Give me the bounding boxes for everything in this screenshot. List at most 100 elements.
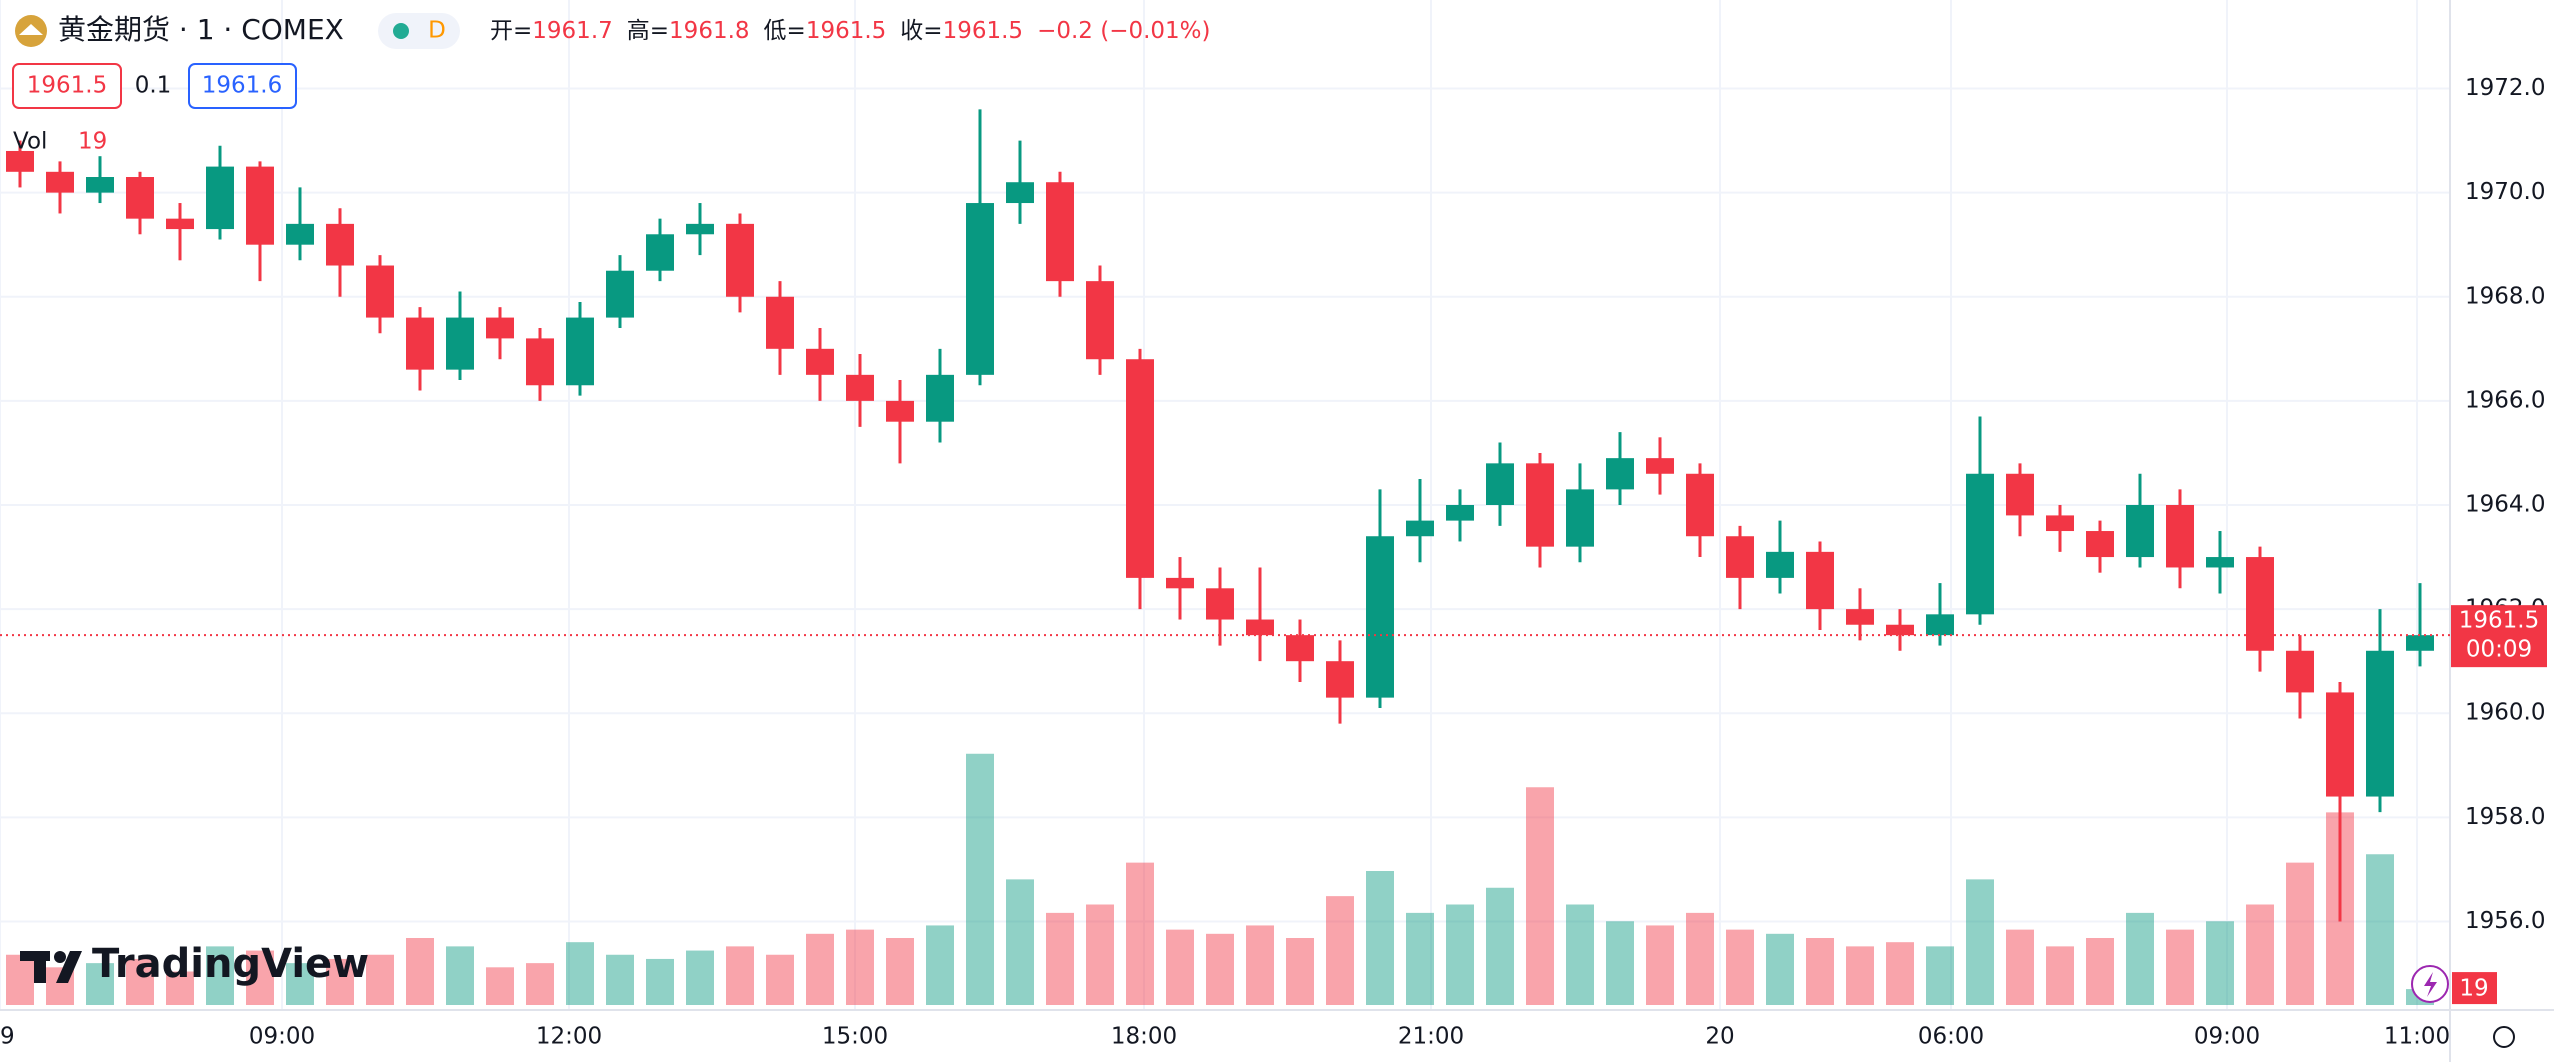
volume-bar <box>1686 912 1714 1005</box>
candle-body <box>2086 531 2114 558</box>
candle-body <box>206 166 234 230</box>
candle-body <box>1526 463 1554 547</box>
volume-bar <box>126 958 154 1005</box>
volume-bar <box>1246 925 1274 1005</box>
volume-bar <box>1326 896 1354 1005</box>
volume-bar <box>2286 862 2314 1005</box>
candle-body <box>246 166 274 245</box>
candle-body <box>1846 609 1874 625</box>
volume-bar <box>526 963 554 1005</box>
symbol-title[interactable]: 黄金期货 · 1 · COMEX <box>58 13 344 46</box>
volume-bar <box>446 946 474 1005</box>
volume-bar <box>2206 921 2234 1005</box>
volume-bar <box>286 963 314 1005</box>
volume-bar <box>966 753 994 1005</box>
candle-body <box>126 177 154 219</box>
candle-body <box>1486 463 1514 505</box>
volume-bar <box>726 946 754 1005</box>
candle-body <box>2006 473 2034 516</box>
alert-glyph <box>2424 972 2437 997</box>
volume-bar <box>326 958 354 1005</box>
settings-icon[interactable] <box>2493 1026 2515 1048</box>
last-price-label: 1961.5 <box>2459 608 2539 634</box>
candle-body <box>2406 635 2434 651</box>
volume-bar <box>2126 912 2154 1005</box>
candle-body <box>2366 650 2394 797</box>
x-tick-label: 21:00 <box>1398 1024 1464 1050</box>
candle-body <box>686 223 714 235</box>
volume-bar <box>1766 933 1794 1005</box>
candle-body <box>6 150 34 172</box>
volume-bar <box>1046 912 1074 1005</box>
y-tick-label: 1960.0 <box>2465 700 2545 726</box>
y-tick-label: 1968.0 <box>2465 283 2545 309</box>
ohlc-key: 高= <box>627 18 669 44</box>
countdown: 00:09 <box>2466 637 2532 663</box>
candle-body <box>806 348 834 375</box>
volume-bar <box>6 954 34 1005</box>
volume-bar <box>806 933 834 1005</box>
volume-bar <box>766 954 794 1005</box>
candle-body <box>1406 520 1434 537</box>
candle-body <box>886 400 914 422</box>
x-tick-label: 20 <box>1705 1024 1734 1050</box>
candle-body <box>2126 505 2154 558</box>
candle-body <box>926 374 954 422</box>
candle-body <box>766 296 794 349</box>
volume-bar <box>1846 946 1874 1005</box>
ohlc-legend: 开=1961.7 高=1961.8 低=1961.5 收=1961.5 −0.2 (−0… <box>490 18 1211 44</box>
volume-bar <box>886 938 914 1005</box>
volume-bar <box>2166 929 2194 1005</box>
bid-box[interactable] <box>12 63 122 109</box>
last-price-box <box>2451 605 2547 668</box>
volume-bar <box>1006 879 1034 1005</box>
axes: 1956.01958.01960.01962.01964.01966.01968… <box>0 75 2547 1050</box>
candle-body <box>1806 551 1834 610</box>
ohlc-value: 1961.7 <box>532 18 612 44</box>
ohlc-value: 1961.8 <box>669 18 749 44</box>
volume-bar <box>1566 904 1594 1005</box>
volume-bar <box>1126 862 1154 1005</box>
candle-body <box>1926 614 1954 636</box>
x-tick-label: 12:00 <box>536 1024 602 1050</box>
volume-value: 19 <box>78 129 107 155</box>
candle-body <box>86 177 114 193</box>
bid: 1961.5 <box>27 73 107 99</box>
volume-bar <box>1646 925 1674 1005</box>
candle-body <box>326 223 354 266</box>
candle-body <box>1126 359 1154 578</box>
candle-body <box>1726 536 1754 578</box>
volume-bar <box>1086 904 1114 1005</box>
volume-bar <box>1726 929 1754 1005</box>
volume-label: Vol <box>13 129 47 155</box>
volume-bar <box>486 967 514 1005</box>
y-tick-label: 1964.0 <box>2465 492 2545 518</box>
candle-body <box>1206 588 1234 620</box>
candle-body <box>2246 557 2274 651</box>
volume-bar <box>566 942 594 1005</box>
volume-bar <box>1166 929 1194 1005</box>
candle-body <box>966 203 994 375</box>
ask-box[interactable] <box>188 63 297 109</box>
volume-bar <box>1926 946 1954 1005</box>
ohlc-key: 收= <box>900 18 942 44</box>
status-dot <box>393 23 409 39</box>
volume-bar <box>1606 921 1634 1005</box>
candle-body <box>1766 551 1794 578</box>
volume-bar <box>1366 871 1394 1005</box>
volume-bar <box>686 950 714 1005</box>
candle-body <box>1606 458 1634 490</box>
logo-mark <box>56 951 82 983</box>
candle-body <box>286 223 314 245</box>
candle-body <box>486 317 514 339</box>
volume-bar <box>646 958 674 1005</box>
volume-bar <box>2086 938 2114 1005</box>
interval-pill[interactable] <box>378 13 460 49</box>
candle-body <box>566 317 594 386</box>
candle-body <box>2326 692 2354 797</box>
candle-body <box>1006 182 1034 204</box>
volume-bar <box>926 925 954 1005</box>
volume-bar <box>1406 912 1434 1005</box>
candle-body <box>1886 624 1914 636</box>
